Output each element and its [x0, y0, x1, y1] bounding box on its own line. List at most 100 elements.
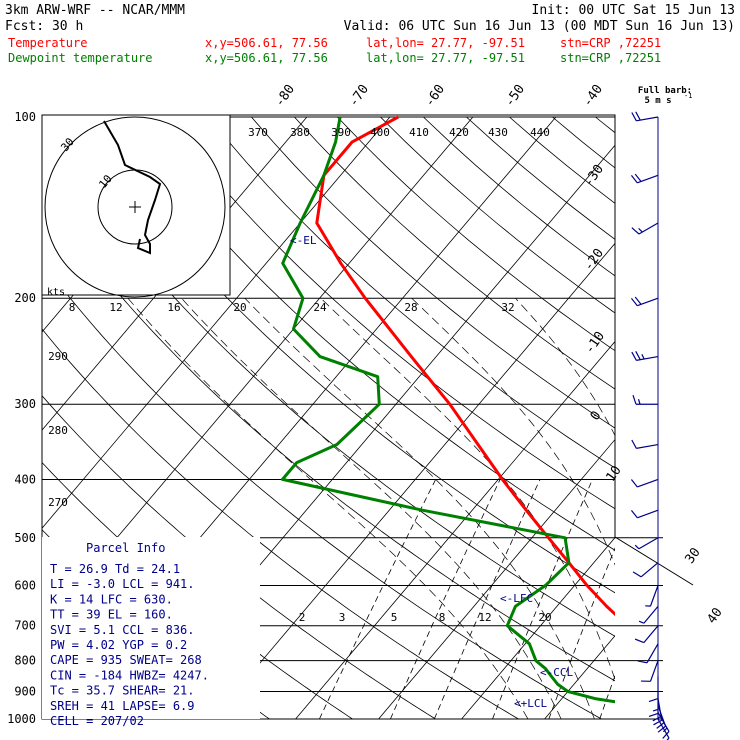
pressure-label: 700	[14, 619, 36, 633]
theta-label: 440	[530, 126, 550, 139]
wind-barb	[631, 111, 659, 122]
wind-barb-staff	[638, 222, 659, 235]
dewpoint-latlon: lat,lon= 27.77, -97.51	[366, 51, 525, 65]
wind-barb-staff	[649, 585, 659, 607]
isotherm-label: 30	[682, 545, 703, 566]
parcel-info-row: K = 14 LFC = 630.	[50, 592, 173, 606]
isotherm-line	[295, 340, 615, 719]
wind-barb-flag	[648, 712, 659, 718]
dewpoint-station: stn=CRP ,72251	[560, 51, 661, 65]
barb-legend-unit-exp: -1	[684, 92, 692, 100]
wind-barb-staff	[649, 660, 659, 682]
wind-barb-flag	[632, 571, 642, 578]
wind-barb-half-flag	[638, 227, 643, 233]
moist-adiabat-label: 24	[313, 301, 327, 314]
wind-barb-staff	[646, 643, 659, 664]
theta-label: 270	[48, 496, 68, 509]
isotherm-label: -50	[502, 82, 528, 110]
parcel-info-row: TT = 39 EL = 160.	[50, 608, 173, 622]
dry-adiabat-line	[251, 116, 615, 429]
isotherm-line	[461, 537, 615, 719]
wind-barb-flag	[652, 715, 662, 722]
parcel-info-row: CELL = 207/02	[50, 714, 144, 728]
dry-adiabat-line	[79, 116, 615, 594]
dewpoint-legend: Dewpoint temperature	[8, 51, 153, 65]
dry-adiabat-line	[638, 117, 740, 719]
isotherm-label: 40	[704, 605, 725, 626]
dry-adiabat-line	[165, 116, 615, 510]
parcel-info-row: SREH = 41 LAPSE= 6.9	[50, 699, 195, 713]
moist-adiabat-label: 32	[501, 301, 514, 314]
hodograph-trace	[103, 120, 162, 255]
wind-barb	[632, 562, 659, 578]
wind-barb	[631, 351, 659, 361]
theta-label: 290	[48, 350, 68, 363]
wind-barb-staff	[657, 705, 667, 727]
wind-barb	[648, 676, 659, 703]
temperature-station: stn=CRP ,72251	[560, 36, 661, 50]
moist-adiabat-label: 12	[109, 301, 122, 314]
marker-el: <-EL	[290, 234, 317, 247]
wind-barb-staff	[637, 509, 659, 519]
moist-adiabat-line	[620, 298, 727, 719]
mixing-ratio-line	[319, 479, 437, 719]
moist-adiabat-label: 28	[404, 301, 417, 314]
wind-barb	[630, 478, 659, 488]
moist-adiabat-label: 16	[167, 301, 180, 314]
isotherm-label: -40	[580, 82, 606, 110]
wind-barb-half-flag	[652, 708, 659, 712]
moist-adiabat-line	[320, 297, 615, 681]
wind-barb-flag	[634, 638, 645, 644]
mixing-ratio-label: 8	[439, 611, 446, 624]
wind-barb	[630, 296, 659, 307]
wind-barb-flag	[656, 722, 665, 729]
isotherm-label: -80	[272, 82, 298, 110]
parcel-info-row: PW = 4.02 YGP = 0.2	[50, 638, 187, 652]
parcel-info-title: Parcel Info	[86, 541, 165, 555]
dry-adiabat-line	[552, 116, 615, 169]
isotherm-line	[544, 635, 615, 719]
temperature-xy: x,y=506.61, 77.56	[205, 36, 328, 50]
wind-barb-staff	[643, 605, 659, 624]
wind-barb	[648, 691, 659, 718]
parcel-info-row: SVI = 5.1 CCL = 836.	[50, 623, 195, 637]
moist-adiabat-label: 8	[69, 301, 76, 314]
pressure-label: 600	[14, 578, 36, 592]
barb-legend-line2: 5 m s	[644, 96, 671, 106]
mixing-ratio-label: 5	[391, 611, 398, 624]
pressure-label: 900	[14, 684, 36, 698]
wind-barb-flag	[632, 395, 637, 405]
pressure-label: 200	[14, 291, 36, 305]
dry-adiabat-line	[42, 328, 519, 719]
wind-barb-half-flag	[662, 727, 668, 733]
temperature-line	[315, 115, 615, 617]
pressure-label: 800	[14, 654, 36, 668]
sounding-profiles	[281, 115, 615, 704]
mixing-ratio-label: 3	[339, 611, 346, 624]
dewpoint-xy: x,y=506.61, 77.56	[205, 51, 328, 65]
dry-adiabat-line	[294, 116, 615, 390]
wind-barb	[652, 698, 663, 726]
theta-label: 430	[488, 126, 508, 139]
wind-barb	[631, 222, 659, 235]
wind-barb-staff	[640, 562, 659, 578]
isotherm-label: 10	[603, 463, 624, 484]
theta-label: 370	[248, 126, 268, 139]
isotherm-line	[628, 117, 740, 719]
dry-adiabat-line	[380, 116, 615, 314]
wind-barb-half-flag	[641, 354, 645, 360]
marker-ccl: <-CCL	[540, 666, 573, 679]
wind-barb	[630, 173, 659, 184]
parcel-info-row: CAPE = 935 SWEAT= 268	[50, 653, 202, 667]
valid-time: Valid: 06 UTC Sun 16 Jun 13 (00 MDT Sun …	[344, 19, 735, 34]
plot-frame-skew-edge	[614, 536, 694, 586]
hodograph-ring-outer	[44, 116, 226, 298]
wind-barb-flag	[630, 175, 638, 184]
parcel-info-background	[42, 537, 260, 719]
parcel-info-row: Tc = 35.7 SHEAR= 21.	[50, 684, 195, 698]
moist-adiabat-line	[411, 297, 615, 566]
wind-barb-staff	[637, 174, 659, 184]
wind-barb-staff	[636, 443, 659, 449]
mixing-ratio-label: 12	[478, 611, 491, 624]
